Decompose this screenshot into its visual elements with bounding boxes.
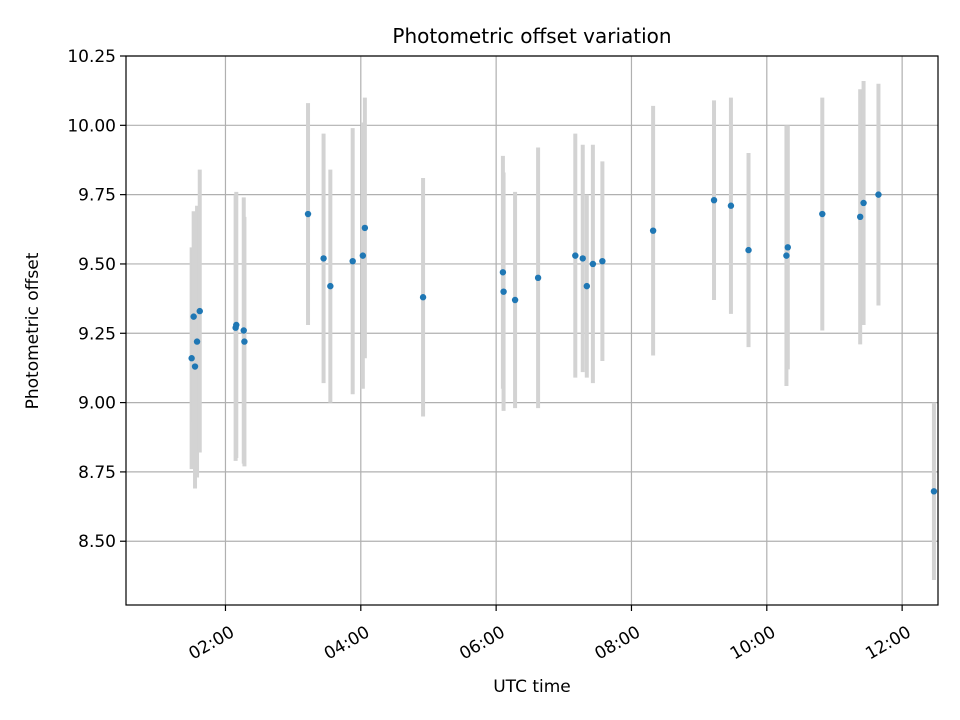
data-point <box>783 252 790 259</box>
data-point <box>304 210 312 218</box>
data-point <box>727 202 735 209</box>
data-point <box>572 252 579 259</box>
y-axis-label: Photometric offset <box>23 252 43 409</box>
y-tick-label: 9.25 <box>78 324 116 344</box>
y-tick-label: 9.50 <box>78 255 116 275</box>
y-tick-label: 8.50 <box>78 532 116 552</box>
data-point <box>875 191 882 198</box>
data-point <box>784 244 791 251</box>
data-point <box>930 488 938 495</box>
data-point <box>599 257 606 265</box>
x-tick-label: 02:00 <box>186 622 238 664</box>
x-tick-label: 10:00 <box>727 622 779 664</box>
y-tick-label: 9.75 <box>78 186 116 206</box>
data-point <box>860 199 867 207</box>
data-point <box>500 288 507 295</box>
grid <box>126 55 938 605</box>
x-axis-label: UTC time <box>493 677 571 697</box>
data-point <box>856 213 864 221</box>
x-tick-label: 06:00 <box>456 622 508 664</box>
data-point <box>320 255 327 262</box>
y-tick-label: 8.75 <box>78 463 116 483</box>
data-point <box>649 227 657 234</box>
x-tick-label: 12:00 <box>862 622 914 664</box>
data-point <box>583 282 591 290</box>
data-point <box>188 355 195 362</box>
data-point <box>511 296 519 304</box>
chart-title: Photometric offset variation <box>392 24 671 48</box>
data-point <box>534 274 542 282</box>
data-point <box>419 294 427 301</box>
data-point <box>710 196 718 204</box>
data-point <box>240 327 247 334</box>
data-point <box>190 313 197 320</box>
data-point <box>233 321 240 329</box>
data-point <box>745 246 752 254</box>
y-tick-label: 10.00 <box>67 116 116 136</box>
data-point <box>499 269 507 276</box>
data-points <box>188 191 938 495</box>
data-point <box>359 252 367 259</box>
data-point <box>327 282 334 290</box>
plot-frame <box>125 55 939 606</box>
y-tick-label: 10.25 <box>67 47 116 67</box>
data-point <box>589 260 597 268</box>
error-bars <box>189 80 936 581</box>
data-point <box>361 224 369 232</box>
y-tick-label: 9.00 <box>78 394 116 414</box>
data-point <box>191 363 199 370</box>
x-tick-label: 08:00 <box>592 622 644 664</box>
data-point <box>196 307 203 315</box>
data-point <box>193 338 201 345</box>
x-tick-label: 04:00 <box>321 622 373 664</box>
data-point <box>579 255 586 262</box>
data-point <box>241 338 248 345</box>
data-point <box>349 257 356 265</box>
data-point <box>819 210 826 218</box>
